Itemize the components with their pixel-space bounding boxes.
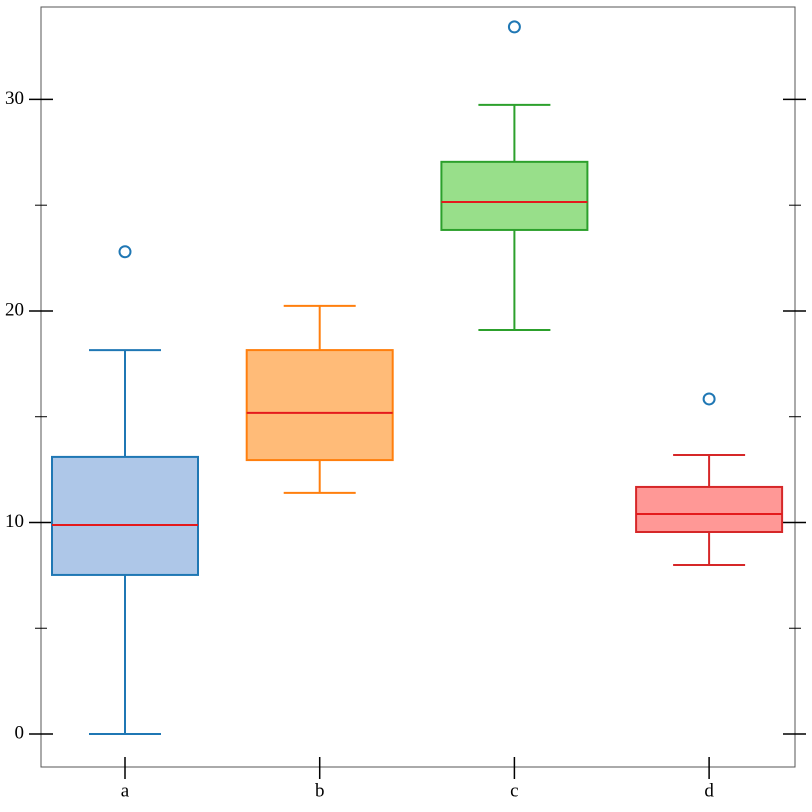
box bbox=[440, 160, 589, 231]
flier bbox=[702, 392, 716, 406]
box bbox=[635, 485, 784, 533]
box bbox=[51, 455, 199, 576]
x-tick-label: a bbox=[121, 780, 130, 801]
x-tick-label: b bbox=[315, 780, 325, 801]
x-tick-label: d bbox=[704, 780, 714, 801]
y-tick-label: 0 bbox=[15, 722, 25, 743]
y-tick-label: 20 bbox=[5, 299, 24, 320]
flier bbox=[118, 245, 132, 259]
flier bbox=[507, 20, 521, 34]
x-tick-label: c bbox=[510, 780, 518, 801]
plot-frame bbox=[40, 6, 796, 768]
y-tick-label: 10 bbox=[5, 511, 24, 532]
box bbox=[245, 349, 394, 462]
y-tick-label: 30 bbox=[5, 88, 24, 109]
